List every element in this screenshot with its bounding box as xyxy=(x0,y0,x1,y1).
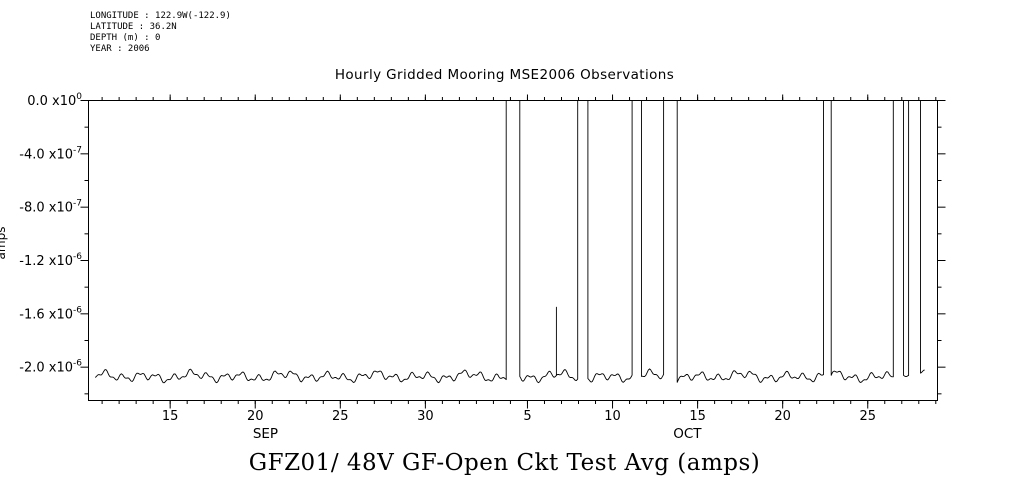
y-tick-label: -1.2 x10-6 xyxy=(19,252,82,269)
y-tick-exponent: -7 xyxy=(73,199,82,209)
chart-caption: GFZ01/ 48V GF-Open Ckt Test Avg (amps) xyxy=(248,450,761,476)
metadata-year: YEAR : 2006 xyxy=(90,44,150,54)
x-tick-label: 25 xyxy=(859,409,876,424)
y-tick-exponent: -6 xyxy=(73,252,82,262)
y-tick-label: -4.0 x10-7 xyxy=(19,145,82,162)
x-tick-label: 25 xyxy=(332,409,349,424)
x-month-label: OCT xyxy=(673,426,702,442)
y-tick-exponent: -7 xyxy=(73,145,82,155)
y-tick-label: 0.0 x100 xyxy=(27,92,82,109)
x-tick-label: 20 xyxy=(247,409,264,424)
y-tick-label: -2.0 x10-6 xyxy=(19,359,82,376)
y-axis-label: amps xyxy=(0,227,8,260)
chart-title: Hourly Gridded Mooring MSE2006 Observati… xyxy=(334,67,675,83)
series-line xyxy=(94,100,925,384)
metadata-block: LONGITUDE : 122.9W(-122.9) LATITUDE : 36… xyxy=(90,11,231,55)
y-tick-exponent: -6 xyxy=(73,359,82,369)
axis-box xyxy=(88,100,938,401)
x-month-label: SEP xyxy=(253,426,278,442)
x-tick-label: 15 xyxy=(162,409,179,424)
x-tick-label: 15 xyxy=(689,409,706,424)
metadata-latitude: LATITUDE : 36.2N xyxy=(90,22,177,32)
x-tick-label: 20 xyxy=(774,409,791,424)
y-tick-label: -8.0 x10-7 xyxy=(19,199,82,216)
y-tick-label: -1.6 x10-6 xyxy=(19,305,82,322)
y-tick-exponent: -6 xyxy=(73,305,82,315)
metadata-longitude: LONGITUDE : 122.9W(-122.9) xyxy=(90,11,231,21)
y-tick-exponent: 0 xyxy=(76,92,82,102)
x-tick-label: 30 xyxy=(417,409,434,424)
x-tick-label: 5 xyxy=(523,409,531,424)
x-tick-label: 10 xyxy=(604,409,621,424)
metadata-depth: DEPTH (m) : 0 xyxy=(90,33,161,43)
